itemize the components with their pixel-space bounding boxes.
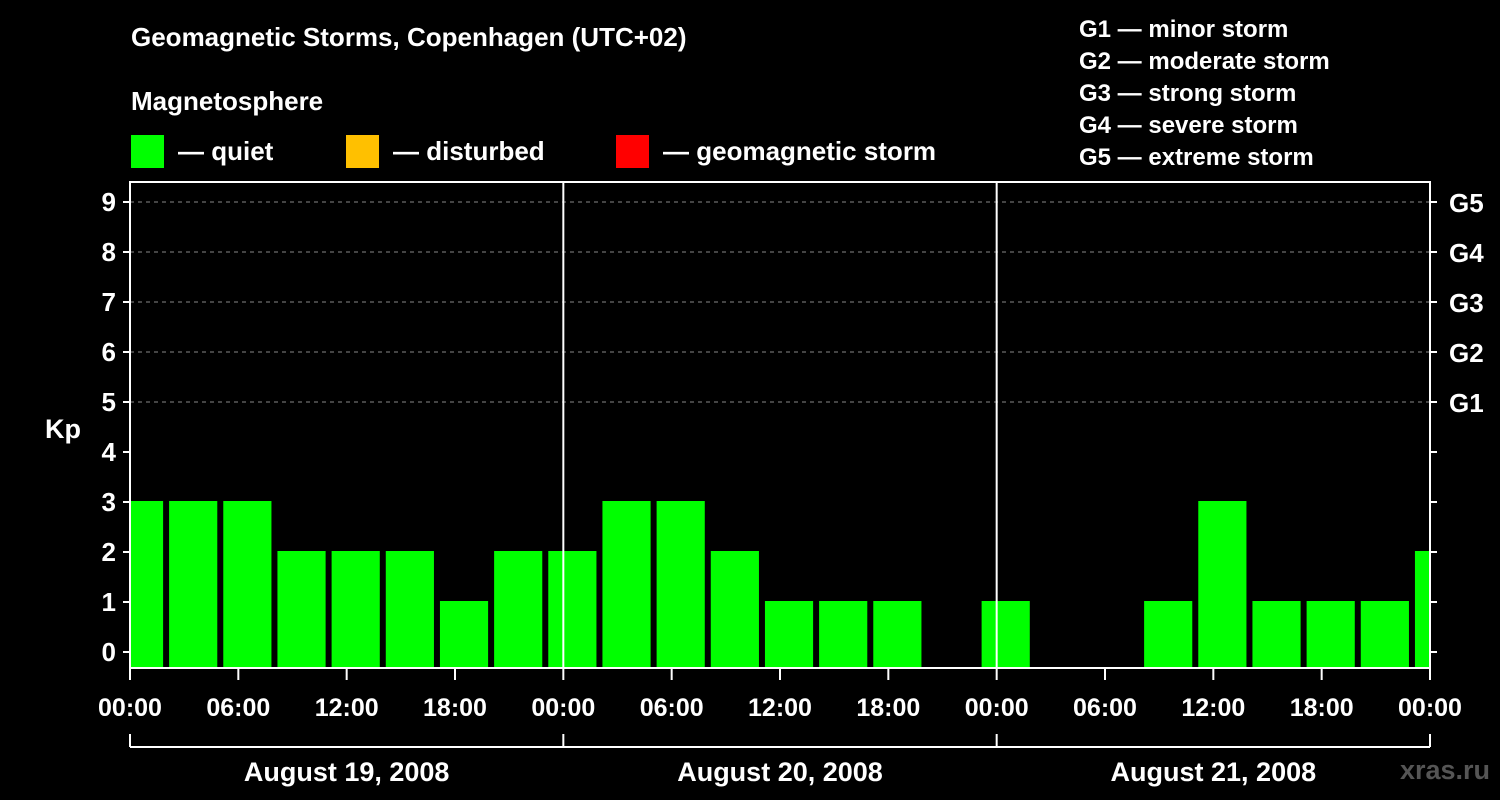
legend-swatch-quiet — [131, 134, 164, 168]
storm-scale-legend: G1 — minor storm G2 — moderate storm G3 … — [1079, 14, 1330, 174]
g-scale-label: G4 — [1449, 238, 1484, 268]
x-tick-label: 18:00 — [423, 694, 487, 722]
kp-bar — [873, 601, 922, 668]
x-tick-label: 18:00 — [856, 694, 920, 722]
kp-bar — [1414, 551, 1429, 668]
kp-bar — [819, 601, 868, 668]
x-tick-label: 06:00 — [640, 694, 704, 722]
storm-scale-g4: G4 — severe storm — [1079, 112, 1298, 139]
legend-item-quiet: — quiet — [131, 134, 273, 168]
kp-bar — [1144, 601, 1193, 668]
day-label: August 21, 2008 — [1111, 757, 1317, 787]
x-tick-label: 00:00 — [965, 694, 1029, 722]
x-tick-label: 00:00 — [531, 694, 595, 722]
y-tick-label: 2 — [102, 537, 116, 567]
g-scale-label: G1 — [1449, 388, 1484, 418]
legend-swatch-storm — [616, 134, 649, 168]
x-tick-label: 06:00 — [1073, 694, 1137, 722]
y-tick-label: 0 — [102, 637, 116, 667]
kp-bar — [223, 501, 272, 668]
watermark: xras.ru — [1399, 755, 1490, 785]
chart-title: Geomagnetic Storms, Copenhagen (UTC+02) — [131, 22, 687, 52]
kp-bar — [277, 551, 326, 668]
kp-bar — [131, 501, 164, 668]
y-axis-label: Kp — [45, 414, 81, 444]
storm-scale-g2: G2 — moderate storm — [1079, 48, 1330, 75]
x-tick-label: 06:00 — [206, 694, 270, 722]
day-label: August 19, 2008 — [244, 757, 450, 787]
kp-bar — [439, 601, 489, 668]
x-tick-label: 00:00 — [98, 694, 162, 722]
kp-bar — [385, 551, 434, 668]
kp-bar — [169, 501, 218, 668]
legend-label-storm: — geomagnetic storm — [663, 135, 937, 166]
kp-bar — [710, 551, 759, 668]
kp-bar — [1360, 601, 1409, 668]
kp-bar — [494, 551, 543, 668]
y-tick-label: 5 — [102, 387, 116, 417]
y-tick-label: 8 — [102, 237, 116, 267]
kp-bar — [1198, 501, 1247, 668]
y-tick-label: 6 — [102, 337, 116, 367]
x-tick-label: 12:00 — [748, 694, 812, 722]
kp-bar — [656, 501, 705, 668]
legend-item-disturbed: — disturbed — [346, 134, 545, 168]
bars-group — [131, 501, 1429, 668]
legend-swatch-disturbed — [346, 134, 379, 168]
y-tick-label: 9 — [102, 187, 116, 217]
y-tick-label: 7 — [102, 287, 116, 317]
kp-bar — [764, 601, 814, 668]
legend-label-disturbed: — disturbed — [393, 135, 545, 166]
g-scale-label: G3 — [1449, 288, 1484, 318]
kp-bar — [331, 551, 380, 668]
legend-label-quiet: — quiet — [178, 135, 274, 166]
kp-bar — [548, 551, 597, 668]
x-tick-label: 12:00 — [315, 694, 379, 722]
kp-bar — [1252, 601, 1301, 668]
storm-scale-g3: G3 — strong storm — [1079, 80, 1297, 107]
x-tick-label: 12:00 — [1181, 694, 1245, 722]
y-tick-label: 4 — [102, 437, 117, 467]
day-label: August 20, 2008 — [677, 757, 883, 787]
g-scale-label: G2 — [1449, 338, 1484, 368]
g-scale-label: G5 — [1449, 188, 1484, 218]
kp-bar — [981, 601, 1030, 668]
x-tick-label: 00:00 — [1398, 694, 1462, 722]
kp-bar — [602, 501, 651, 668]
storm-scale-g1: G1 — minor storm — [1079, 16, 1289, 43]
x-tick-label: 18:00 — [1290, 694, 1354, 722]
legend-item-storm: — geomagnetic storm — [616, 134, 936, 168]
y-tick-label: 3 — [102, 487, 116, 517]
kp-bar — [1306, 601, 1355, 668]
legend-subtitle: Magnetosphere — [131, 86, 324, 116]
y-tick-label: 1 — [102, 587, 116, 617]
storm-scale-g5: G5 — extreme storm — [1079, 144, 1314, 171]
